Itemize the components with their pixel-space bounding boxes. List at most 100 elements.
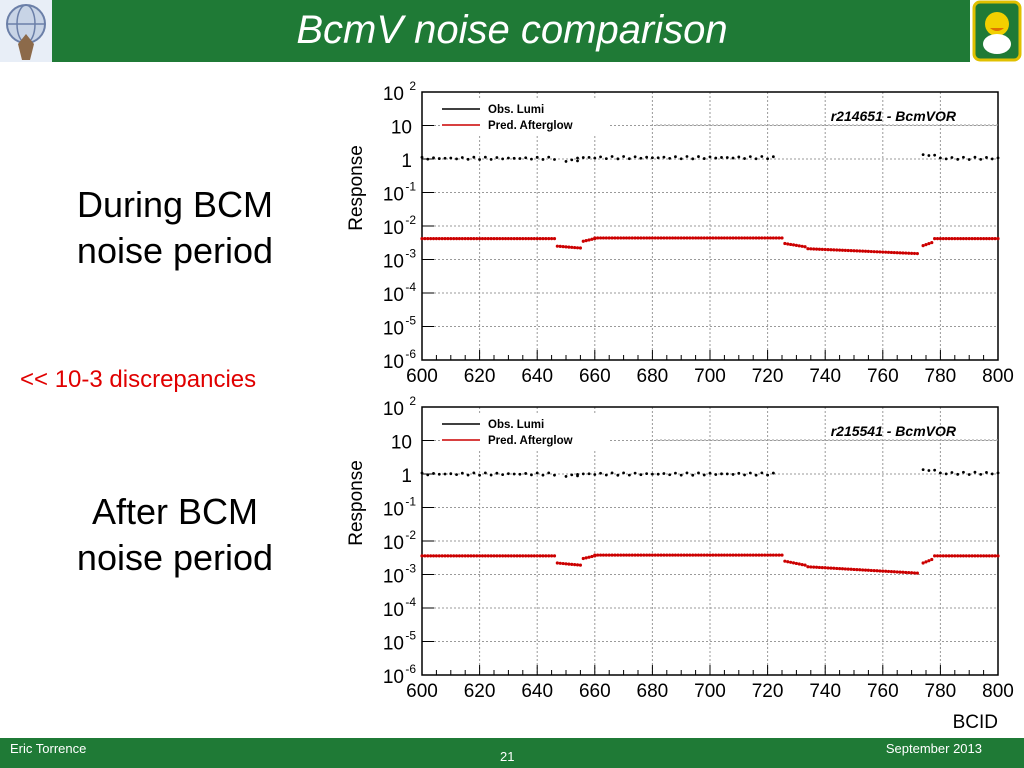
data-point — [432, 156, 435, 160]
data-point — [590, 554, 594, 559]
data-point — [725, 553, 729, 557]
duck-logo-icon — [970, 0, 1024, 62]
data-point — [440, 554, 444, 558]
data-point — [717, 553, 721, 557]
data-point — [590, 237, 594, 241]
data-point — [840, 248, 845, 252]
data-point — [958, 554, 963, 558]
data-point — [915, 252, 919, 256]
data-point — [529, 237, 534, 241]
data-point — [760, 471, 764, 475]
data-point — [970, 554, 974, 558]
data-point — [598, 236, 603, 240]
data-point — [431, 237, 436, 241]
data-point — [979, 237, 983, 241]
data-point — [964, 554, 968, 558]
data-point — [699, 236, 703, 240]
data-point — [426, 157, 430, 161]
data-point — [791, 243, 796, 247]
data-point — [619, 553, 623, 557]
data-point — [958, 237, 963, 241]
data-point — [547, 155, 551, 159]
data-point — [584, 239, 588, 243]
data-point — [676, 236, 680, 240]
data-point — [878, 569, 882, 573]
data-point — [656, 236, 660, 240]
data-point — [489, 554, 493, 558]
data-point — [783, 559, 787, 563]
data-point — [457, 554, 462, 558]
data-point — [835, 248, 839, 252]
y-axis-label: Response — [346, 145, 367, 231]
data-point — [884, 569, 888, 573]
legend-box — [440, 100, 610, 136]
data-point — [423, 237, 427, 241]
data-point — [670, 236, 675, 240]
data-point — [771, 553, 775, 557]
data-point — [930, 240, 934, 245]
data-point — [662, 155, 666, 159]
data-point — [688, 553, 692, 557]
data-point — [766, 473, 769, 477]
data-point — [953, 554, 957, 558]
data-point — [855, 249, 859, 253]
data-point — [826, 566, 830, 570]
data-point — [674, 155, 677, 159]
data-point — [967, 554, 971, 558]
data-point — [552, 554, 557, 558]
data-point — [898, 251, 902, 255]
data-point — [443, 554, 447, 558]
data-point — [466, 157, 470, 161]
data-point — [685, 553, 689, 557]
data-point — [812, 565, 816, 569]
data-point — [541, 554, 545, 558]
data-point — [483, 237, 487, 241]
data-point — [665, 236, 669, 240]
data-point — [745, 236, 750, 240]
data-point — [869, 568, 873, 573]
data-point — [722, 553, 727, 557]
y-tick-exponent: 2 — [409, 79, 416, 93]
footer-bar: Eric Torrence 21 September 2013 — [0, 738, 1024, 768]
data-point — [443, 472, 447, 476]
data-point — [564, 562, 568, 566]
data-point — [912, 571, 917, 575]
data-point — [791, 561, 796, 565]
data-point — [567, 562, 571, 566]
data-point — [984, 554, 989, 558]
data-point — [469, 554, 473, 558]
data-point — [645, 236, 649, 240]
x-tick-label: 760 — [867, 681, 899, 702]
data-point — [452, 554, 456, 558]
data-point — [806, 247, 810, 251]
data-point — [483, 554, 487, 558]
y-tick-exponent: -1 — [405, 180, 416, 194]
data-point — [662, 472, 666, 475]
data-point — [555, 561, 559, 565]
data-point — [944, 554, 948, 558]
data-point — [429, 554, 433, 558]
data-point — [866, 249, 871, 254]
y-tick-label: 10 — [383, 634, 404, 655]
data-point — [483, 471, 487, 475]
data-point — [763, 236, 767, 240]
data-point — [466, 473, 470, 477]
data-point — [944, 157, 948, 161]
data-point — [676, 553, 680, 557]
data-point — [979, 472, 983, 476]
data-point — [993, 554, 997, 558]
data-point — [843, 248, 847, 252]
data-point — [547, 554, 551, 558]
data-point — [472, 237, 476, 241]
footer-date: September 2013 — [885, 741, 982, 756]
data-point — [697, 155, 700, 158]
chart-title: r215541 - BcmVOR — [831, 423, 957, 439]
data-point — [863, 249, 868, 253]
data-point — [576, 156, 579, 160]
data-point — [720, 472, 723, 476]
data-point — [719, 553, 724, 557]
legend-box — [440, 415, 610, 451]
data-point — [604, 236, 608, 240]
data-point — [460, 554, 464, 558]
data-point — [757, 553, 761, 557]
